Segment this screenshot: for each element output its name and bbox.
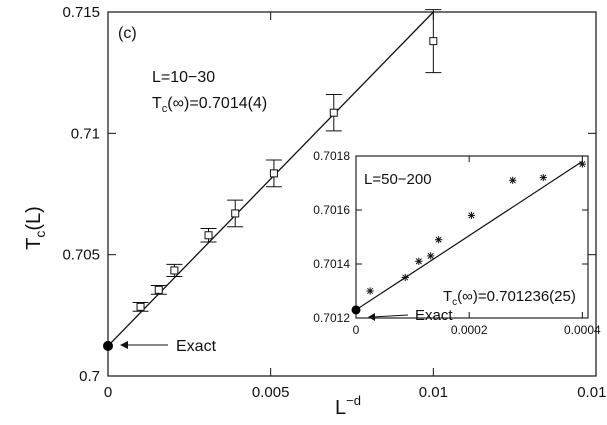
inset-x-tick-label: 0.0002 bbox=[451, 323, 488, 337]
inset-annotation-range: L=50−200 bbox=[364, 171, 432, 188]
main-annotation-fit-main: T bbox=[152, 95, 162, 112]
inset-marker-stroke bbox=[468, 212, 475, 219]
inset-data-point bbox=[366, 287, 374, 295]
y-axis-label-main: T bbox=[23, 238, 45, 250]
main-point-marker bbox=[136, 302, 145, 311]
main-x-tick-label: 0.015 bbox=[577, 384, 607, 401]
inset-y-tick-label: 0.7018 bbox=[313, 149, 350, 163]
main-y-tick-label: 0.7 bbox=[79, 368, 100, 385]
main-data-point bbox=[425, 9, 442, 74]
y-axis-label-sub: c bbox=[32, 231, 48, 238]
inset-marker-stroke bbox=[435, 236, 442, 243]
inset-x-tick-label: 0 bbox=[353, 323, 360, 337]
inset-marker-stroke bbox=[402, 274, 409, 281]
y-axis-label: Tc(L) bbox=[23, 206, 48, 250]
inset-data-point bbox=[539, 174, 547, 182]
inset-exact-arrow bbox=[371, 314, 409, 318]
main-data-point bbox=[166, 263, 183, 278]
main-y-tick-label: 0.705 bbox=[62, 247, 100, 264]
inset-marker-stroke bbox=[415, 258, 422, 265]
inset-data-point bbox=[427, 252, 435, 260]
inset-marker-stroke bbox=[427, 252, 434, 259]
x-axis-label: L−d bbox=[335, 393, 361, 419]
main-data-point bbox=[227, 199, 244, 228]
inset-data-point bbox=[578, 160, 586, 168]
main-x-tick-label: 0 bbox=[104, 384, 112, 401]
x-axis-label-sup: −d bbox=[346, 393, 361, 408]
panel-label: (c) bbox=[118, 25, 137, 42]
main-data-point bbox=[132, 301, 149, 312]
y-axis-label-tail: (L) bbox=[23, 206, 45, 230]
main-annotation-fit: Tc(∞)=0.7014(4) bbox=[152, 95, 267, 115]
inset-data-point bbox=[435, 236, 443, 244]
inset-exact-point bbox=[351, 305, 361, 315]
main-y-tick-label: 0.71 bbox=[71, 125, 100, 142]
inset-annotation-fit: Tc(∞)=0.701236(25) bbox=[443, 288, 576, 308]
main-exact-point bbox=[103, 340, 113, 351]
inset-marker-stroke bbox=[579, 161, 586, 168]
inset-marker-stroke bbox=[540, 174, 547, 181]
main-exact-label: Exact bbox=[176, 338, 217, 355]
inset-annotation-fit-tail: (∞)=0.701236(25) bbox=[457, 288, 576, 305]
inset-annotation-fit-main: T bbox=[443, 288, 452, 305]
main-plot-frame bbox=[107, 11, 597, 377]
inset-exact-arrowhead bbox=[368, 313, 375, 321]
main-point-marker bbox=[204, 231, 213, 240]
inset-data-point bbox=[415, 257, 423, 265]
inset-y-tick-label: 0.7014 bbox=[313, 257, 350, 271]
main-point-marker bbox=[429, 37, 438, 46]
main-annotation-fit-tail: (∞)=0.7014(4) bbox=[167, 95, 267, 112]
inset-y-tick-label: 0.7016 bbox=[313, 203, 350, 217]
inset-y-tick-label: 0.7012 bbox=[313, 311, 350, 325]
main-point-marker bbox=[329, 108, 338, 117]
inset-data-point bbox=[467, 211, 476, 219]
inset-data-point bbox=[401, 273, 409, 282]
inset-x-tick-label: 0.0004 bbox=[564, 323, 601, 337]
main-annotation-range: L=10−30 bbox=[152, 69, 215, 86]
inset-fit-line bbox=[355, 160, 583, 311]
main-data-point bbox=[265, 159, 282, 188]
inset-marker-stroke bbox=[367, 287, 374, 295]
main-point-marker bbox=[154, 285, 163, 294]
x-axis-label-base: L bbox=[335, 397, 346, 419]
main-data-point bbox=[150, 284, 167, 295]
inset-marker-stroke bbox=[509, 177, 516, 184]
inset-annotation-fit-sub: c bbox=[452, 297, 457, 308]
inset-data-point bbox=[509, 176, 517, 184]
main-x-tick-label: 0.005 bbox=[252, 384, 290, 401]
main-point-marker bbox=[170, 266, 179, 275]
main-y-tick-label: 0.715 bbox=[62, 4, 100, 21]
main-exact-arrowhead bbox=[120, 341, 128, 349]
main-annotation-fit-sub: c bbox=[162, 103, 168, 115]
main-data-point bbox=[325, 94, 342, 132]
main-x-tick-label: 0.01 bbox=[419, 384, 448, 401]
main-data-point bbox=[200, 227, 217, 243]
inset-exact-label: Exact bbox=[415, 307, 453, 324]
main-point-marker bbox=[269, 169, 278, 178]
main-point-marker bbox=[231, 209, 240, 218]
